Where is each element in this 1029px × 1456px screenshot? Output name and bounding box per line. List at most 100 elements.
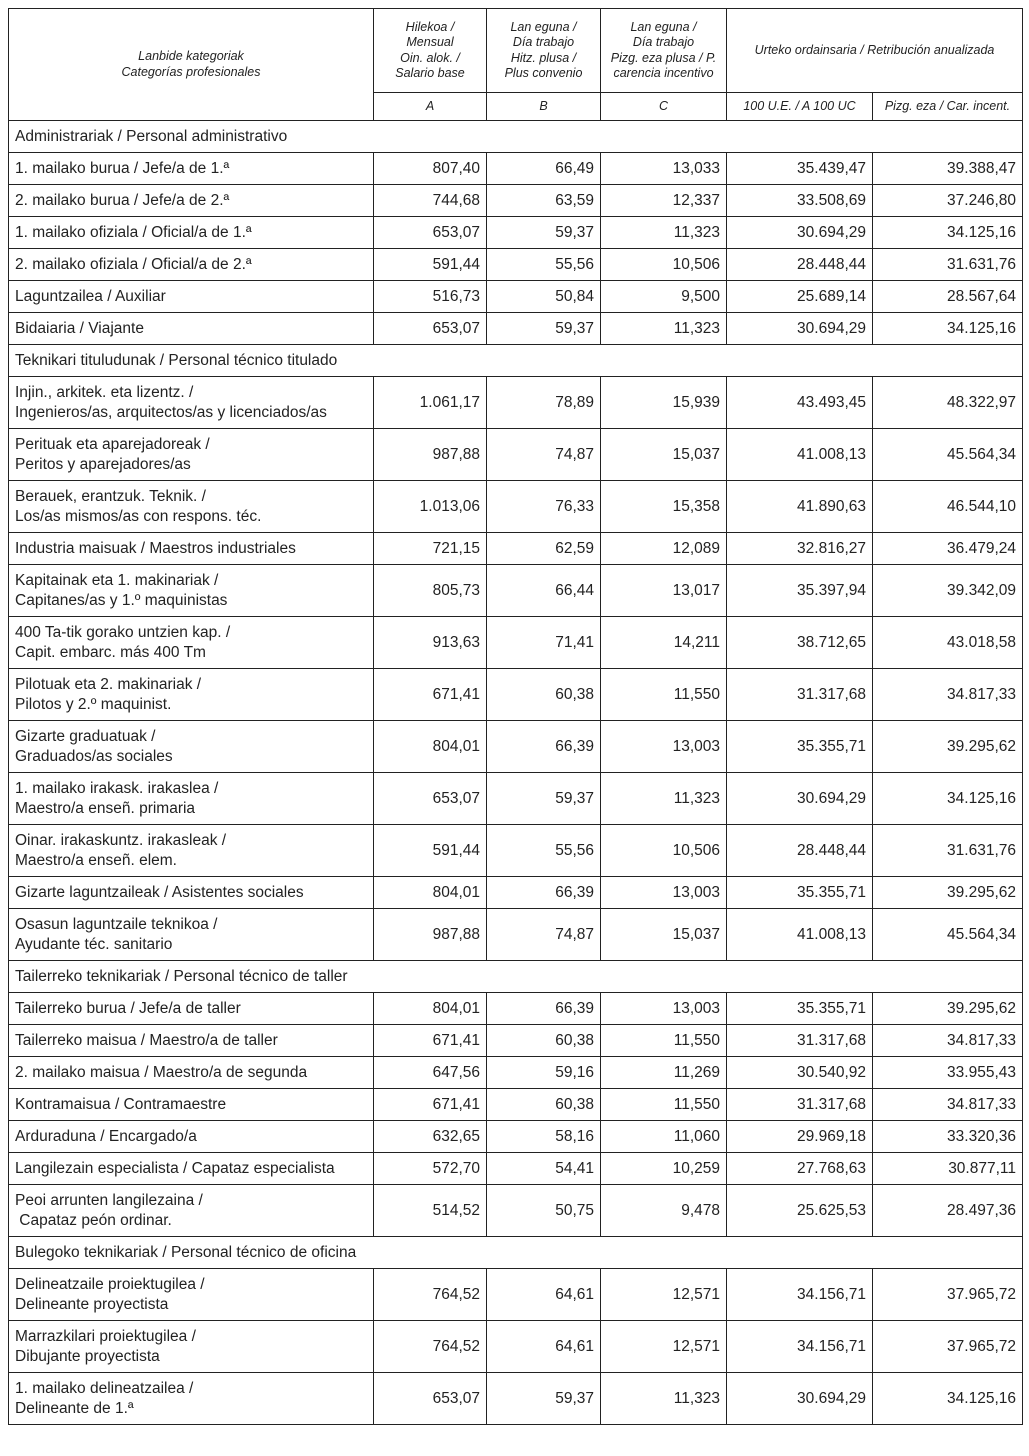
category-label-line: Marrazkilari proiektugilea / bbox=[15, 1327, 196, 1345]
plus-convenio-cell: 74,87 bbox=[486, 908, 601, 961]
category-label: Kontramaisua / Contramaestre bbox=[8, 1088, 374, 1121]
annual-car-incent-cell: 39.295,62 bbox=[872, 720, 1023, 773]
annual-100-cell: 29.969,18 bbox=[726, 1120, 873, 1153]
salary-base-cell: 653,07 bbox=[373, 1372, 487, 1425]
plus-convenio-cell: 62,59 bbox=[486, 532, 601, 565]
annual-car-incent-cell: 37.246,80 bbox=[872, 184, 1023, 217]
category-label: Arduraduna / Encargado/a bbox=[8, 1120, 374, 1153]
plus-convenio-cell: 63,59 bbox=[486, 184, 601, 217]
header-text: Día trabajo bbox=[512, 35, 575, 49]
category-label-line: 1. mailako burua / Jefe/a de 1.ª bbox=[15, 159, 230, 177]
table-row: Marrazkilari proiektugilea / Dibujante pr… bbox=[8, 1320, 1023, 1373]
plus-convenio-cell: 60,38 bbox=[486, 1088, 601, 1121]
category-label-line: Peoi arrunten langilezaina / bbox=[15, 1191, 203, 1209]
carencia-incentivo-cell: 10,259 bbox=[600, 1152, 727, 1185]
section-row: Administrariak / Personal administrativo bbox=[8, 120, 1023, 153]
category-label-line: 1. mailako delineatzailea / bbox=[15, 1379, 194, 1397]
category-label-line: Langilezain especialista / Capataz espec… bbox=[15, 1159, 335, 1177]
annual-car-incent-cell: 31.631,76 bbox=[872, 824, 1023, 877]
header-col-a: Hilekoa / Mensual Oin. alok. / Salario b… bbox=[373, 8, 487, 93]
category-label-line: Ingenieros/as, arquitectos/as y licencia… bbox=[15, 403, 327, 421]
table-row: Arduraduna / Encargado/a 632,65 58,16 11,06… bbox=[8, 1120, 1023, 1153]
category-label-line: Delineante de 1.ª bbox=[15, 1399, 134, 1417]
carencia-incentivo-cell: 14,211 bbox=[600, 616, 727, 669]
annual-100-cell: 34.156,71 bbox=[726, 1268, 873, 1321]
category-label: Gizarte graduatuak / Graduados/as sociale… bbox=[8, 720, 374, 773]
plus-convenio-cell: 60,38 bbox=[486, 1024, 601, 1057]
salary-base-cell: 804,01 bbox=[373, 720, 487, 773]
plus-convenio-cell: 71,41 bbox=[486, 616, 601, 669]
plus-convenio-cell: 76,33 bbox=[486, 480, 601, 533]
header-text: Oin. alok. / bbox=[400, 50, 460, 65]
annual-car-incent-cell: 39.342,09 bbox=[872, 564, 1023, 617]
plus-convenio-cell: 59,37 bbox=[486, 1372, 601, 1425]
table-row: Laguntzailea / Auxiliar 516,73 50,84 9,500 2… bbox=[8, 280, 1023, 313]
annual-100-cell: 41.008,13 bbox=[726, 908, 873, 961]
salary-base-cell: 804,01 bbox=[373, 992, 487, 1025]
carencia-incentivo-cell: 11,060 bbox=[600, 1120, 727, 1153]
salary-base-cell: 671,41 bbox=[373, 1024, 487, 1057]
category-label-line: Delineante proyectista bbox=[15, 1295, 169, 1313]
salary-base-cell: 721,15 bbox=[373, 532, 487, 565]
header-text: Plus convenio bbox=[504, 66, 583, 80]
salary-base-cell: 913,63 bbox=[373, 616, 487, 669]
category-label-line: Ayudante téc. sanitario bbox=[15, 935, 173, 953]
category-label-line: Injin., arkitek. eta lizentz. / bbox=[15, 383, 194, 401]
plus-convenio-cell: 66,39 bbox=[486, 876, 601, 909]
header-row: Lanbide kategoriak Categorías profesiona… bbox=[8, 8, 1023, 121]
annual-100-cell: 31.317,68 bbox=[726, 668, 873, 721]
category-label-line: Tailerreko burua / Jefe/a de taller bbox=[15, 999, 241, 1017]
category-label: 1. mailako delineatzailea / Delineante de… bbox=[8, 1372, 374, 1425]
category-label: Industria maisuak / Maestros industriale… bbox=[8, 532, 374, 565]
table-row: Tailerreko maisua / Maestro/a de taller 6… bbox=[8, 1024, 1023, 1057]
annual-car-incent-cell: 33.320,36 bbox=[872, 1120, 1023, 1153]
category-label: 2. mailako burua / Jefe/a de 2.ª bbox=[8, 184, 374, 217]
annual-car-incent-cell: 28.567,64 bbox=[872, 280, 1023, 313]
category-label: 1. mailako burua / Jefe/a de 1.ª bbox=[8, 152, 374, 185]
table-row: 2. mailako burua / Jefe/a de 2.ª 744,68 63… bbox=[8, 184, 1023, 217]
annual-car-incent-cell: 34.125,16 bbox=[872, 772, 1023, 825]
annual-100-cell: 33.508,69 bbox=[726, 184, 873, 217]
header-col-c: Lan eguna / Día trabajo Pizg. eza plusa … bbox=[600, 8, 727, 93]
plus-convenio-cell: 55,56 bbox=[486, 824, 601, 877]
annual-100-cell: 35.355,71 bbox=[726, 876, 873, 909]
header-text: Pizg. eza plusa / P. bbox=[610, 50, 717, 65]
salary-base-cell: 514,52 bbox=[373, 1184, 487, 1237]
category-label: 2. mailako maisua / Maestro/a de segunda bbox=[8, 1056, 374, 1089]
annual-100-cell: 30.694,29 bbox=[726, 1372, 873, 1425]
annual-car-incent-cell: 34.125,16 bbox=[872, 1372, 1023, 1425]
annual-100-cell: 30.694,29 bbox=[726, 772, 873, 825]
carencia-incentivo-cell: 12,337 bbox=[600, 184, 727, 217]
table-row: Gizarte laguntzaileak / Asistentes socia… bbox=[8, 876, 1023, 909]
category-label-line: Capitanes/as y 1.º maquinistas bbox=[15, 591, 228, 609]
annual-car-incent-cell: 30.877,11 bbox=[872, 1152, 1023, 1185]
annual-car-incent-cell: 39.388,47 bbox=[872, 152, 1023, 185]
category-label-line: Industria maisuak / Maestros industriale… bbox=[15, 539, 296, 557]
category-label-line: Maestro/a enseñ. elem. bbox=[15, 851, 177, 869]
header-text: Lan eguna / bbox=[630, 19, 697, 34]
annual-car-incent-cell: 34.817,33 bbox=[872, 1088, 1023, 1121]
salary-base-cell: 987,88 bbox=[373, 908, 487, 961]
category-label-line: Bidaiaria / Viajante bbox=[15, 319, 144, 337]
category-label-line: Gizarte laguntzaileak / Asistentes socia… bbox=[15, 883, 304, 901]
section-row: Tailerreko teknikariak / Personal técnic… bbox=[8, 960, 1023, 993]
carencia-incentivo-cell: 9,478 bbox=[600, 1184, 727, 1237]
table-row: Industria maisuak / Maestros industriale… bbox=[8, 532, 1023, 565]
header-text: Salario base bbox=[395, 66, 465, 80]
category-label: Kapitainak eta 1. makinariak / Capitanes/… bbox=[8, 564, 374, 617]
annual-100-cell: 27.768,63 bbox=[726, 1152, 873, 1185]
plus-convenio-cell: 59,37 bbox=[486, 312, 601, 345]
annual-car-incent-cell: 33.955,43 bbox=[872, 1056, 1023, 1089]
carencia-incentivo-cell: 11,550 bbox=[600, 668, 727, 721]
table-row: Oinar. irakaskuntz. irakasleak / Maestro/… bbox=[8, 824, 1023, 877]
subheader-c: C bbox=[600, 92, 727, 121]
carencia-incentivo-cell: 12,571 bbox=[600, 1320, 727, 1373]
annual-car-incent-cell: 39.295,62 bbox=[872, 992, 1023, 1025]
table-row: Peoi arrunten langilezaina / Capataz peó… bbox=[8, 1184, 1023, 1237]
category-label-line: Gizarte graduatuak / bbox=[15, 727, 156, 745]
annual-car-incent-cell: 48.322,97 bbox=[872, 376, 1023, 429]
category-label-line: 400 Ta-tik gorako untzien kap. / bbox=[15, 623, 231, 641]
category-label-line: 1. mailako ofiziala / Oficial/a de 1.ª bbox=[15, 223, 252, 241]
carencia-incentivo-cell: 15,358 bbox=[600, 480, 727, 533]
category-label-line: Oinar. irakaskuntz. irakasleak / bbox=[15, 831, 227, 849]
